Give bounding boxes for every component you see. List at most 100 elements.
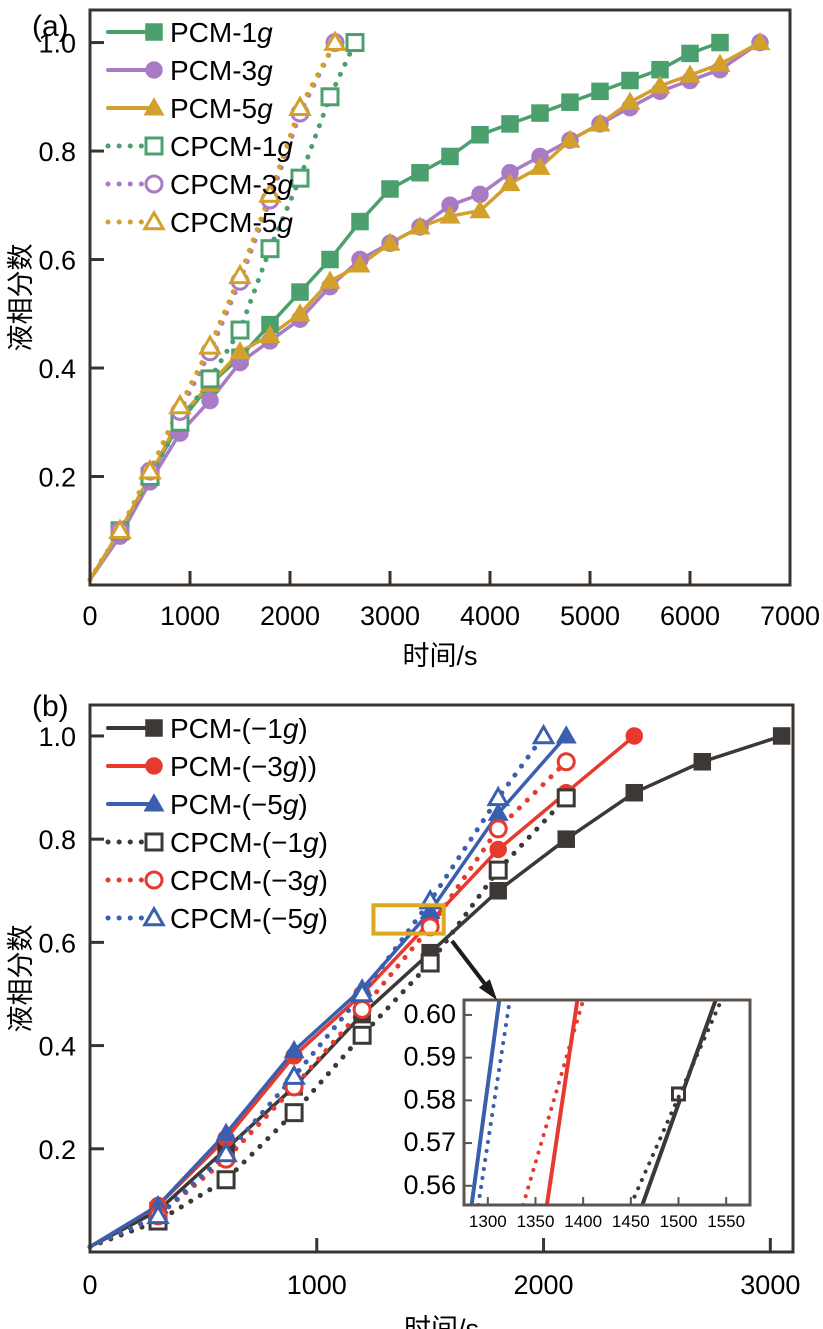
data-point [529, 156, 551, 175]
highlight-box [371, 903, 446, 936]
inset-series-CPCM-(-3g) [521, 1000, 586, 1205]
legend-label-CPCM-(-1g): CPCM-(−1g) [170, 827, 328, 858]
data-point [288, 95, 312, 116]
legend-marker-PCM-3g [145, 61, 163, 79]
panel-a-plot-area [87, 30, 771, 583]
data-point [649, 75, 671, 94]
x-tick-label: 6000 [660, 601, 720, 631]
data-point [709, 53, 731, 72]
x-tick-label: 5000 [560, 601, 620, 631]
data-point [260, 239, 280, 259]
inset-content [469, 1000, 724, 1205]
data-point [488, 819, 508, 839]
data-point [488, 860, 508, 880]
data-point [420, 953, 440, 973]
data-point [198, 334, 222, 355]
data-point [200, 369, 220, 389]
inset-series-PCM-(-5g) [469, 1000, 502, 1205]
data-point [625, 783, 644, 802]
data-point [321, 250, 339, 269]
inset-data-point [671, 1086, 686, 1102]
inset-x-tick-label: 1500 [660, 1212, 698, 1231]
inset-y-tick-label: 0.60 [403, 999, 456, 1029]
data-point [228, 263, 252, 285]
inset-x-tick-label: 1450 [612, 1212, 650, 1231]
data-point [138, 458, 162, 480]
data-point [352, 999, 372, 1019]
panel-b-label: (b) [32, 690, 69, 723]
series-markers-CPCM-5g [108, 30, 347, 540]
data-point [216, 1170, 236, 1190]
x-tick-label: 4000 [460, 601, 520, 631]
series-line-PCM-1g [88, 40, 722, 582]
legend-label-PCM-(-3g): PCM-(−3g)) [170, 751, 317, 782]
data-point [345, 33, 365, 53]
panel-b-x-axis-title: 时间/s [404, 1314, 479, 1329]
data-point [619, 91, 641, 110]
data-point [323, 30, 347, 51]
panel-a-y-axis-title: 液相分数 [6, 244, 36, 352]
data-point [557, 830, 575, 848]
legend-label-CPCM-5g: CPCM-5g [170, 207, 293, 238]
data-point [146, 1203, 170, 1225]
data-point [772, 727, 791, 745]
inset-series-PCM-(-3g) [544, 1000, 580, 1205]
panel-b-frame [88, 703, 795, 1254]
x-tick-label: 3000 [360, 601, 420, 631]
data-point [201, 391, 219, 410]
inset-series-CPCM-(-1g) [628, 1000, 724, 1205]
legend-label-CPCM-1g: CPCM-1g [170, 131, 293, 162]
inset-x-tick-label: 1350 [517, 1212, 555, 1231]
inset-frame [462, 998, 752, 1207]
data-point [350, 981, 374, 1003]
data-point [214, 1141, 238, 1163]
data-point [168, 393, 192, 415]
legend-marker-PCM-5g [143, 97, 165, 116]
inset-y-tick-label: 0.56 [403, 1170, 456, 1200]
legend-label-CPCM-(-3g): CPCM-(−3g) [170, 865, 328, 896]
legend-marker-PCM-(-3g) [145, 757, 163, 775]
data-point [381, 180, 399, 198]
panel-b-inset: 1300 1350 1400 1450 1500 1550 0.56 0.57 0.58 0.59… [403, 998, 752, 1231]
x-tick-label: 1000 [160, 601, 220, 631]
panel-a-liquid-fraction-positive-g: (a) 0 1000 2000 3000 4000 5000 6000 7000 0.2 0.4 0.… [6, 8, 820, 668]
legend-marker-PCM-(-1g) [145, 719, 163, 737]
legend-label-PCM-3g: PCM-3g [170, 55, 273, 86]
series-line-PCM-(-5g) [88, 734, 568, 1249]
y-tick-label: 1.0 [38, 29, 76, 59]
inset-y-tick-label: 0.57 [403, 1127, 456, 1157]
data-point [411, 163, 429, 182]
data-point [621, 71, 639, 90]
x-tick-label: 2000 [514, 1270, 574, 1300]
data-point [469, 200, 491, 219]
data-point [471, 126, 489, 144]
panel-b-plot-area [87, 723, 791, 1250]
panel-a-svg: (a) 0 1000 2000 3000 4000 5000 6000 7000 0.2 0.4 0.… [6, 8, 820, 668]
inset-arrow-head [478, 979, 497, 1000]
series-line-CPCM-(-5g) [87, 733, 546, 1250]
panel-a-frame [88, 8, 792, 587]
y-tick-label: 0.2 [38, 463, 76, 493]
x-tick-label: 7000 [760, 601, 820, 631]
data-point [441, 147, 459, 166]
inset-x-tick-label: 1550 [707, 1212, 745, 1231]
data-point [439, 205, 461, 224]
panel-b-liquid-fraction-negative-g: (b) 0 1000 2000 3000 0.2 0.4 0.6 0.8 1.0 时间/s 液相分数 P… [0, 660, 823, 1329]
inset-y-tick-label: 0.58 [403, 1084, 456, 1114]
x-tick-label: 2000 [260, 601, 320, 631]
data-point [749, 31, 771, 51]
legend-marker-CPCM-1g [144, 136, 164, 156]
panel-b-svg: (b) 0 1000 2000 3000 0.2 0.4 0.6 0.8 1.0 时间/s 液相分数 P… [6, 690, 800, 1329]
data-point [291, 283, 309, 301]
x-tick-label: 0 [82, 601, 97, 631]
y-tick-label: 0.4 [38, 1032, 76, 1062]
y-tick-label: 0.6 [38, 246, 76, 276]
legend-marker-CPCM-(-5g) [142, 905, 166, 927]
series-line-CPCM-5g [87, 40, 338, 583]
data-point [625, 727, 644, 745]
y-tick-label: 1.0 [38, 722, 76, 752]
inset-y-tick-label: 0.59 [403, 1042, 456, 1072]
data-point [282, 1064, 306, 1085]
y-tick-label: 0.8 [38, 137, 76, 167]
data-point [556, 788, 576, 808]
